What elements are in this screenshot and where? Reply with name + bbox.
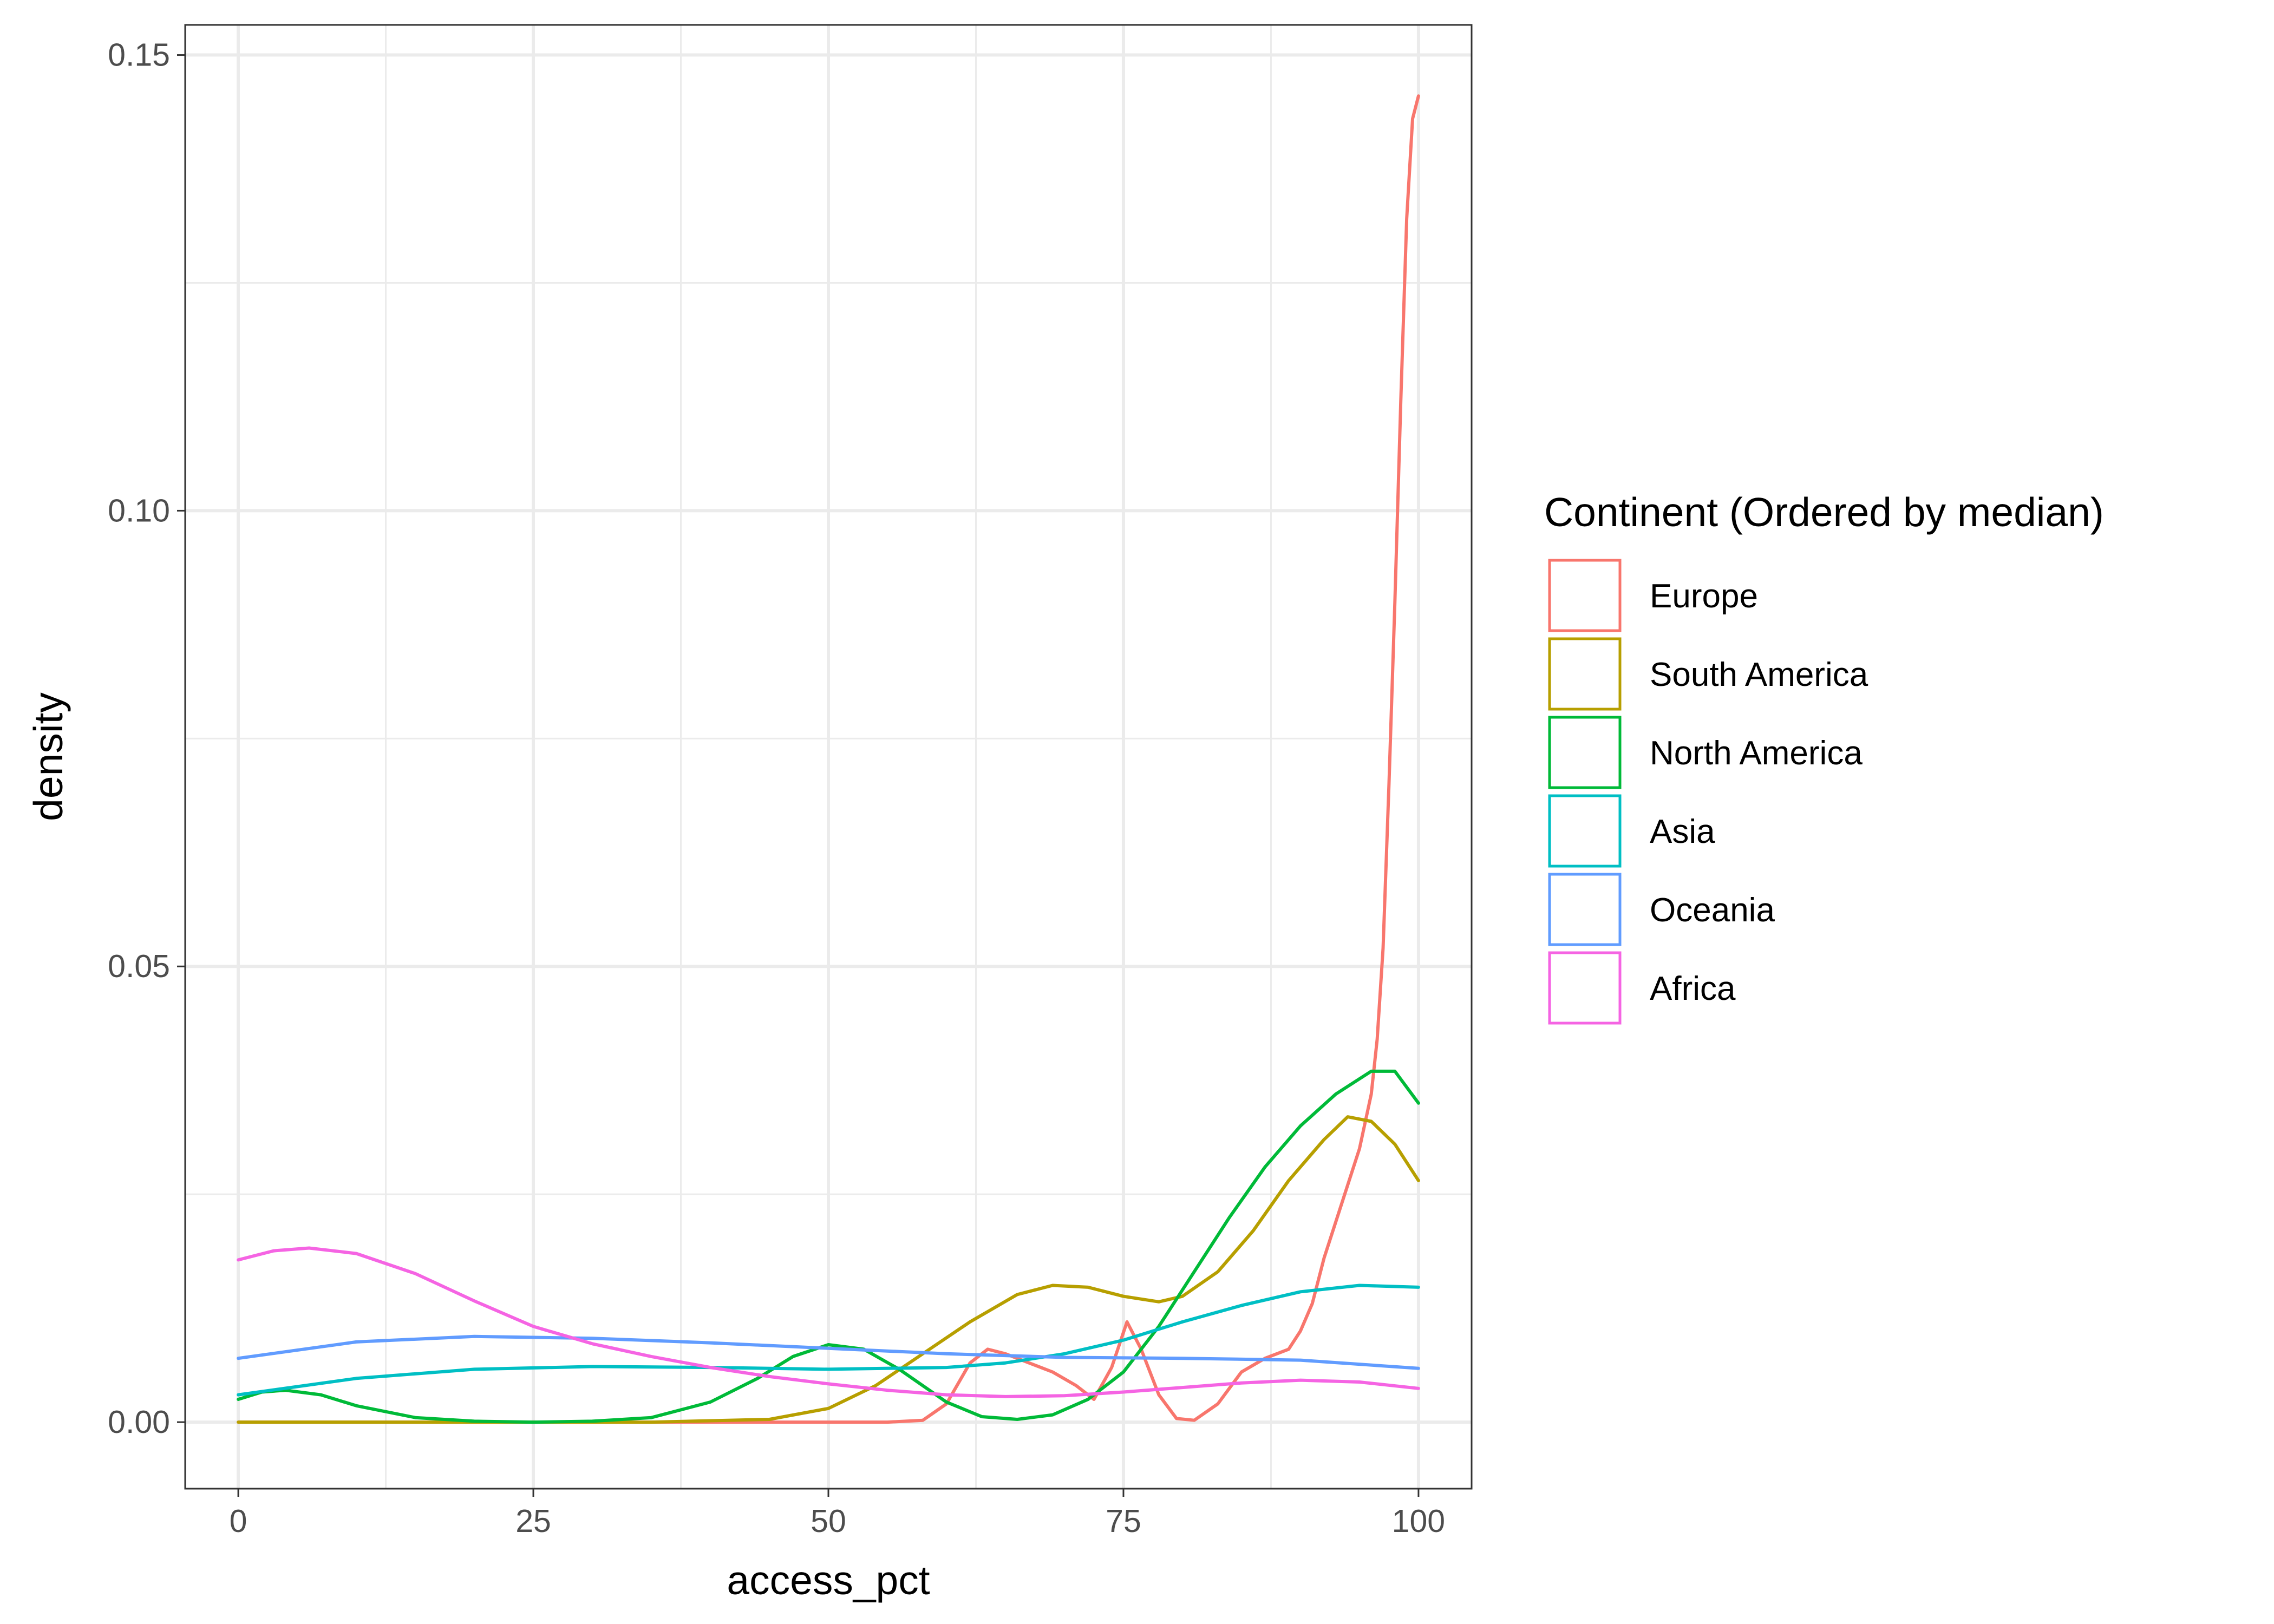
y-tick-label: 0.15 — [108, 37, 170, 73]
series-line-africa — [237, 1246, 1420, 1398]
series-line-asia — [237, 1284, 1420, 1397]
legend-label-oceania: Oceania — [1650, 892, 1775, 929]
y-tick-label: 0.00 — [108, 1404, 170, 1440]
legend-label-europe: Europe — [1650, 578, 1758, 615]
x-tick-label: 50 — [811, 1503, 846, 1539]
legend-key-south-america — [1548, 637, 1622, 711]
y-tick-label: 0.05 — [108, 948, 170, 984]
y-axis: 0.00 0.05 0.10 0.15 — [108, 37, 185, 1440]
legend-label-africa: Africa — [1650, 970, 1736, 1007]
series-lines — [237, 94, 1420, 1424]
legend-title: Continent (Ordered by median) — [1544, 489, 2104, 535]
y-tick-label: 0.10 — [108, 493, 170, 528]
legend-key-oceania — [1548, 873, 1622, 946]
series-line-south-america — [237, 1115, 1420, 1424]
x-tick-label: 100 — [1392, 1503, 1445, 1539]
legend-items: Europe South America North America Asia Ocea… — [1548, 559, 1868, 1025]
x-axis: 0 25 50 75 100 — [230, 1489, 1445, 1539]
x-tick-label: 75 — [1106, 1503, 1141, 1539]
legend: Continent (Ordered by median) Europe Sout… — [1544, 489, 2104, 1025]
legend-label-south-america: South America — [1650, 656, 1868, 693]
series-line-europe — [237, 94, 1420, 1424]
series-line-oceania — [237, 1334, 1420, 1370]
x-tick-label: 0 — [230, 1503, 247, 1539]
legend-key-europe — [1548, 559, 1622, 632]
x-axis-title: access_pct — [727, 1557, 930, 1603]
x-tick-label: 25 — [515, 1503, 551, 1539]
legend-label-north-america: North America — [1650, 735, 1863, 772]
grid-major — [185, 25, 1472, 1489]
legend-key-asia — [1548, 794, 1622, 868]
y-axis-title: density — [25, 692, 71, 821]
legend-key-africa — [1548, 951, 1622, 1025]
plot-panel — [184, 24, 1473, 1490]
legend-label-asia: Asia — [1650, 813, 1715, 850]
legend-key-north-america — [1548, 716, 1622, 789]
